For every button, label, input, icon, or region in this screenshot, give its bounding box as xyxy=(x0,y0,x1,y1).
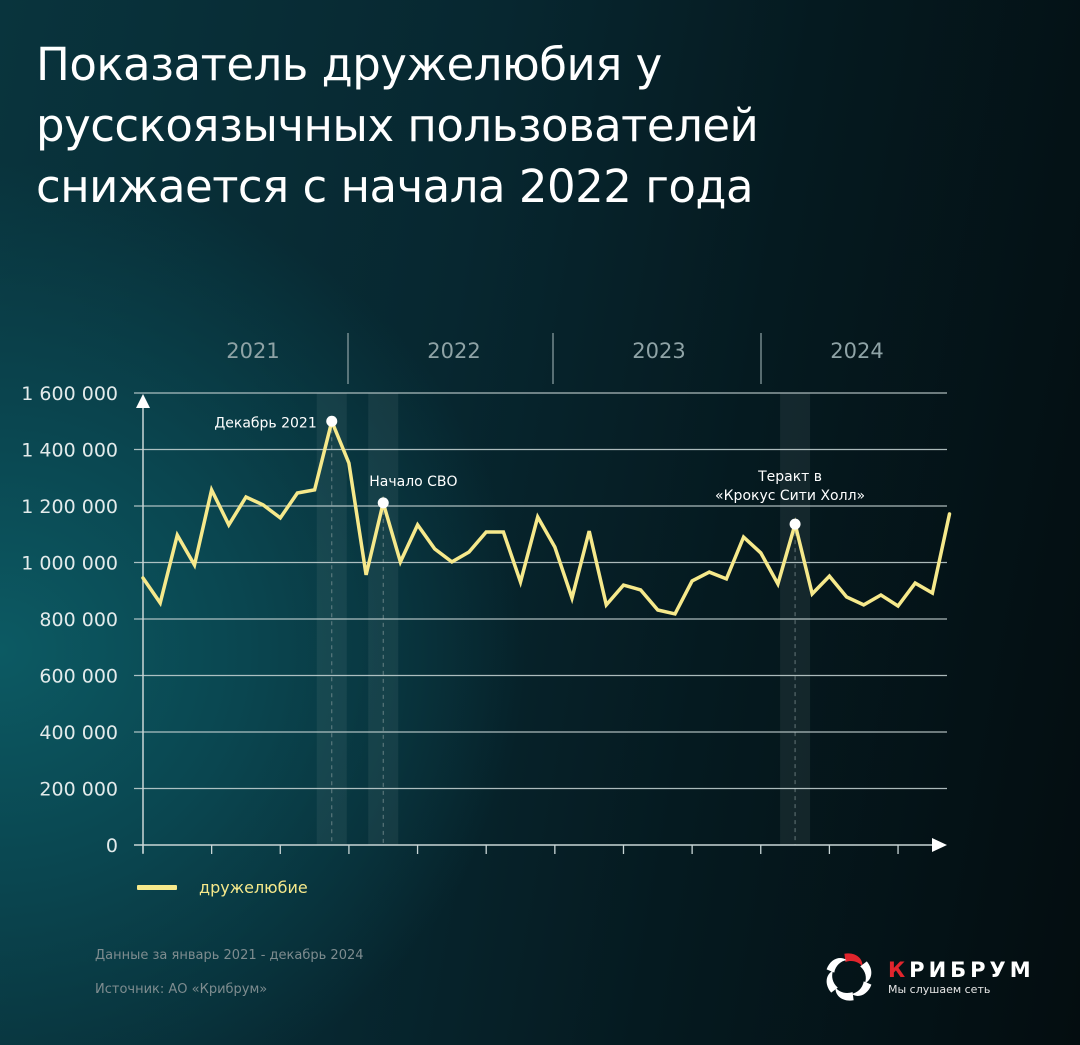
y-axis: 0 200 000 400 000 600 000 800 000 1 000 000 1 … xyxy=(21,383,150,857)
logo-blade xyxy=(826,970,838,993)
event-marker xyxy=(377,497,389,509)
annotation-label: Начало СВО xyxy=(369,474,457,490)
logo-blade xyxy=(851,981,872,996)
title-line-1: Показатель дружелюбия у xyxy=(36,38,662,91)
logo-blade xyxy=(860,961,872,984)
y-tick-label: 0 xyxy=(106,835,118,857)
logo-name: КРИБРУМ xyxy=(888,957,1035,982)
y-tick-label: 800 000 xyxy=(39,609,118,631)
x-axis-arrow-icon xyxy=(932,838,947,852)
logo-blade xyxy=(826,958,847,973)
event-marker xyxy=(789,518,801,530)
event-annotations: Декабрь 2021 Начало СВО Теракт в «Крокус Си… xyxy=(214,415,865,530)
logo-text: КРИБРУМ Мы слушаем сеть xyxy=(888,959,1035,996)
legend: дружелюбие xyxy=(137,878,308,897)
x-axis xyxy=(134,838,947,854)
data-line xyxy=(141,415,952,616)
title-line-2: русскоязычных пользователей xyxy=(36,99,759,152)
annotation-label: Теракт в xyxy=(757,469,822,485)
logo-tagline: Мы слушаем сеть xyxy=(888,982,991,996)
y-tick-label: 1 400 000 xyxy=(21,440,118,462)
y-tick-label: 1 600 000 xyxy=(21,383,118,405)
year-label: 2021 xyxy=(226,339,279,363)
event-highlight-bands xyxy=(316,393,811,845)
page-title: Показатель дружелюбия у русскоязычных по… xyxy=(36,34,936,217)
y-tick-label: 1 200 000 xyxy=(21,496,118,518)
legend-label: дружелюбие xyxy=(199,878,308,897)
logo-blade xyxy=(835,987,854,1001)
year-label: 2024 xyxy=(830,339,883,363)
logo-blade xyxy=(844,953,863,967)
y-tick-label: 1 000 000 xyxy=(21,553,118,575)
event-marker xyxy=(326,415,338,427)
y-axis-arrow-icon xyxy=(136,394,150,408)
y-tick-label: 200 000 xyxy=(39,779,118,801)
pinwheel-logo-icon xyxy=(826,953,872,1001)
gridlines xyxy=(134,392,947,790)
year-label: 2022 xyxy=(427,339,480,363)
title-line-3: снижается с начала 2022 года xyxy=(36,160,754,213)
annotation-label: «Крокус Сити Холл» xyxy=(715,488,865,504)
data-period-note: Данные за январь 2021 - декабрь 2024 xyxy=(95,948,364,963)
legend-swatch xyxy=(137,885,177,890)
annotation-label: Декабрь 2021 xyxy=(214,415,316,431)
kribrum-logo: КРИБРУМ Мы слушаем сеть xyxy=(822,950,1035,1004)
y-tick-label: 400 000 xyxy=(39,722,118,744)
series-druzhelyubie xyxy=(141,415,952,616)
year-labels: 2021 2022 2023 2024 xyxy=(226,333,884,384)
source-note: Источник: АО «Крибрум» xyxy=(95,982,268,997)
y-tick-label: 600 000 xyxy=(39,666,118,688)
year-label: 2023 xyxy=(632,339,685,363)
